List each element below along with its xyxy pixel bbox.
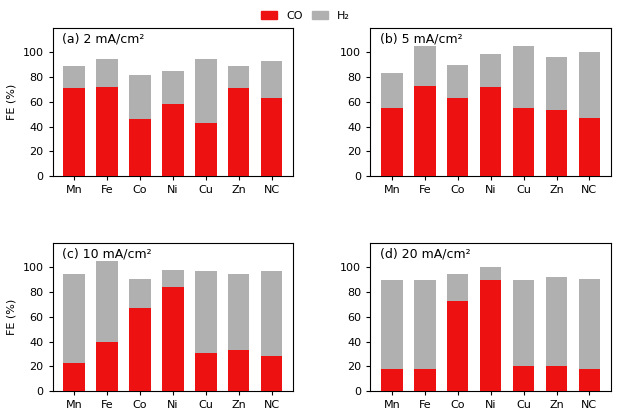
Bar (162, 71, 184, 104)
Bar (578, 369, 600, 391)
Bar (513, 280, 535, 366)
Bar (414, 46, 436, 86)
Bar (64, 88, 85, 176)
Bar (513, 46, 535, 108)
Bar (195, 58, 216, 123)
Bar (381, 280, 403, 369)
Bar (261, 98, 282, 176)
Bar (96, 342, 118, 391)
Bar (447, 65, 468, 98)
Bar (162, 104, 184, 176)
Bar (414, 86, 436, 176)
Bar (414, 369, 436, 391)
Bar (96, 58, 118, 87)
Bar (96, 87, 118, 176)
Bar (546, 57, 567, 111)
Bar (447, 274, 468, 301)
Bar (195, 353, 216, 391)
Text: (c) 10 mA/cm²: (c) 10 mA/cm² (62, 247, 152, 260)
Bar (261, 357, 282, 391)
Bar (228, 88, 250, 176)
Bar (96, 261, 118, 342)
Bar (195, 123, 216, 176)
Bar (228, 350, 250, 391)
Bar (381, 369, 403, 391)
Bar (546, 111, 567, 176)
Legend: CO, H₂: CO, H₂ (256, 7, 355, 25)
Bar (546, 277, 567, 366)
Bar (129, 119, 151, 176)
Bar (64, 274, 85, 363)
Bar (513, 366, 535, 391)
Bar (513, 108, 535, 176)
Bar (261, 61, 282, 98)
Bar (480, 54, 501, 87)
Text: (b) 5 mA/cm²: (b) 5 mA/cm² (380, 32, 462, 45)
Text: (a) 2 mA/cm²: (a) 2 mA/cm² (62, 32, 145, 45)
Y-axis label: FE (%): FE (%) (7, 84, 17, 120)
Bar (129, 308, 151, 391)
Y-axis label: FE (%): FE (%) (7, 299, 17, 335)
Bar (578, 53, 600, 118)
Bar (162, 270, 184, 287)
Bar (480, 267, 501, 280)
Bar (480, 280, 501, 391)
Text: (d) 20 mA/cm²: (d) 20 mA/cm² (380, 247, 470, 260)
Bar (162, 287, 184, 391)
Bar (381, 108, 403, 176)
Bar (578, 118, 600, 176)
Bar (447, 98, 468, 176)
Bar (381, 73, 403, 108)
Bar (447, 301, 468, 391)
Bar (129, 279, 151, 308)
Bar (64, 363, 85, 391)
Bar (578, 279, 600, 369)
Bar (546, 366, 567, 391)
Bar (228, 274, 250, 350)
Bar (129, 75, 151, 119)
Bar (195, 271, 216, 353)
Bar (261, 271, 282, 357)
Bar (228, 66, 250, 88)
Bar (480, 87, 501, 176)
Bar (414, 280, 436, 369)
Bar (64, 66, 85, 88)
